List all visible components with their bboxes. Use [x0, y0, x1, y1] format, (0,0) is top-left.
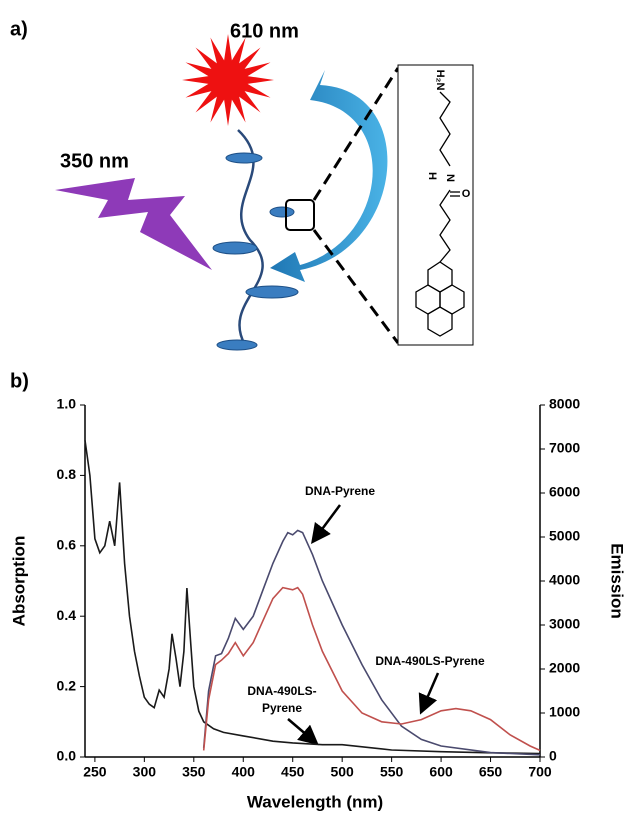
- x-axis-label: Wavelength (nm): [247, 792, 383, 811]
- molecule-box: [397, 64, 474, 346]
- lightning: [55, 178, 212, 270]
- annotation: DNA-Pyrene: [305, 484, 375, 498]
- y2-tick-label: 5000: [549, 528, 580, 544]
- bases: [212, 152, 299, 351]
- x-tick-label: 500: [330, 764, 354, 780]
- y-tick-label: 1.0: [57, 396, 77, 412]
- x-tick-label: 700: [528, 764, 552, 780]
- x-tick-label: 600: [429, 764, 453, 780]
- nh-h: H: [426, 172, 438, 180]
- x-tick-label: 250: [83, 764, 107, 780]
- molecule: [415, 91, 465, 337]
- y2-axis-label: Emission: [608, 543, 627, 619]
- series-line: [84, 440, 541, 755]
- x-tick-label: 450: [281, 764, 305, 780]
- excitation-label: 350 nm: [60, 150, 129, 172]
- zoom-box: [285, 199, 315, 231]
- y2-tick-label: 4000: [549, 572, 580, 588]
- emission-label: 610 nm: [230, 20, 299, 42]
- y2-tick-label: 8000: [549, 396, 580, 412]
- curved-arrow: [270, 70, 388, 282]
- series-line: [202, 529, 541, 756]
- y2-tick-label: 0: [549, 748, 557, 764]
- y2-tick-label: 6000: [549, 484, 580, 500]
- y2-tick-label: 3000: [549, 616, 580, 632]
- annotation: DNA-490LS-Pyrene: [375, 654, 485, 668]
- zoom-line: [312, 67, 400, 201]
- x-tick-label: 400: [232, 764, 256, 780]
- y2-tick-label: 1000: [549, 704, 580, 720]
- x-tick-label: 650: [479, 764, 503, 780]
- y2-tick-label: 2000: [549, 660, 580, 676]
- chart: b) Wavelength (nm) Absorption Emission D…: [9, 370, 626, 811]
- panel-label: a): [10, 18, 28, 40]
- series-line: [202, 586, 541, 752]
- y-tick-label: 0.8: [57, 466, 77, 482]
- arrows: [287, 504, 440, 746]
- schematic: a) 610 nm 350 nm H₂N H N O: [10, 18, 474, 351]
- y-tick-label: 0.4: [57, 607, 77, 623]
- x-tick-label: 300: [133, 764, 157, 780]
- amine: H₂N: [434, 70, 446, 91]
- nh-n: N: [444, 174, 456, 182]
- annotation: Pyrene: [262, 701, 302, 715]
- y-tick-label: 0.2: [57, 677, 77, 693]
- y-tick-label: 0.6: [57, 537, 77, 553]
- annotation: DNA-490LS-: [247, 684, 316, 698]
- y2-tick-label: 7000: [549, 440, 580, 456]
- star: [182, 34, 274, 126]
- y-axis-label: Absorption: [9, 536, 28, 627]
- zoom-line: [312, 229, 400, 344]
- panel-label: b): [10, 370, 29, 392]
- x-tick-label: 350: [182, 764, 206, 780]
- oxygen: O: [462, 188, 471, 200]
- x-tick-label: 550: [380, 764, 404, 780]
- y-tick-label: 0.0: [57, 748, 77, 764]
- helix: [237, 129, 264, 346]
